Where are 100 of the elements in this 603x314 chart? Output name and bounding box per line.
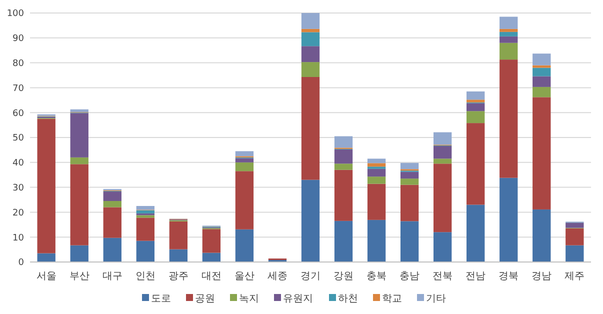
bar xyxy=(334,164,353,170)
y-tick-label: 70 xyxy=(12,84,24,94)
x-tick-label: 강원 xyxy=(334,271,354,282)
bar xyxy=(367,184,386,220)
bar xyxy=(532,65,551,68)
bar xyxy=(433,158,452,164)
bar xyxy=(500,42,518,60)
bar xyxy=(301,76,320,180)
y-tick-label: 100 xyxy=(6,9,24,20)
bar xyxy=(500,178,518,262)
legend-label: 유원지 xyxy=(283,294,313,304)
x-tick-label: 전북 xyxy=(432,271,453,282)
bar xyxy=(235,151,254,156)
bar xyxy=(466,111,485,124)
bar xyxy=(466,123,485,205)
bar xyxy=(367,220,386,262)
x-tick-label: 부산 xyxy=(69,271,90,282)
legend-label: 녹지 xyxy=(239,294,259,304)
bar xyxy=(400,221,419,262)
bar xyxy=(400,184,419,222)
bar xyxy=(70,245,88,262)
bar xyxy=(532,86,551,98)
y-tick-label: 60 xyxy=(12,108,24,119)
y-tick-label: 30 xyxy=(12,183,24,194)
bar xyxy=(466,103,485,112)
x-tick-label: 울산 xyxy=(234,271,254,282)
x-tick-label: 경북 xyxy=(498,271,519,282)
bar xyxy=(532,54,551,66)
bar xyxy=(37,253,56,262)
bar xyxy=(433,132,452,145)
bar xyxy=(532,209,551,262)
bar xyxy=(70,157,88,164)
bar xyxy=(334,136,353,148)
bar xyxy=(235,229,254,262)
bar xyxy=(500,36,518,43)
y-tick-label: 80 xyxy=(12,58,24,69)
bar xyxy=(301,62,320,77)
bar xyxy=(301,180,320,262)
bar xyxy=(103,238,122,262)
bar xyxy=(466,204,485,262)
bar xyxy=(466,100,485,102)
x-tick-label: 제주 xyxy=(564,271,585,282)
x-tick-label: 전남 xyxy=(466,271,486,282)
bar xyxy=(301,28,320,32)
x-tick-label: 대구 xyxy=(102,271,122,282)
x-tick-label: 대전 xyxy=(201,271,222,282)
bar xyxy=(400,162,419,170)
bar xyxy=(136,240,154,262)
y-tick-label: 10 xyxy=(12,233,24,244)
y-tick-label: 0 xyxy=(18,258,24,268)
bar xyxy=(70,113,88,158)
y-tick-label: 20 xyxy=(12,208,24,218)
bar xyxy=(532,76,551,87)
bar xyxy=(301,13,320,29)
x-tick-label: 충남 xyxy=(400,271,420,282)
bar xyxy=(466,91,485,100)
x-tick-label: 인천 xyxy=(135,271,156,282)
bar xyxy=(70,109,88,112)
bar xyxy=(136,215,154,218)
bar xyxy=(70,164,88,246)
bar xyxy=(433,146,452,159)
bar xyxy=(400,172,419,179)
bar xyxy=(433,164,452,232)
bar xyxy=(334,220,353,262)
x-tick-label: 경남 xyxy=(532,271,552,282)
bar xyxy=(301,46,320,62)
bar xyxy=(500,28,518,32)
bar xyxy=(566,245,584,262)
bar xyxy=(136,206,154,210)
bar xyxy=(169,249,188,262)
bar xyxy=(400,178,419,185)
bar xyxy=(532,68,551,76)
bar xyxy=(235,162,254,172)
bar xyxy=(566,222,584,228)
y-tick-label: 50 xyxy=(12,134,24,144)
legend-label: 기타 xyxy=(426,294,446,304)
x-tick-label: 세종 xyxy=(267,271,288,282)
bar xyxy=(334,149,353,164)
bar xyxy=(367,176,386,184)
bar xyxy=(37,118,56,254)
legend-label: 하천 xyxy=(338,294,358,304)
bar xyxy=(103,207,122,238)
bar xyxy=(301,32,320,46)
bar xyxy=(367,163,386,167)
bar xyxy=(202,229,221,253)
bar xyxy=(532,97,551,210)
bar xyxy=(136,218,154,241)
bar xyxy=(235,158,254,162)
y-tick-label: 40 xyxy=(12,158,24,169)
bar xyxy=(103,200,122,208)
legend-label: 도로 xyxy=(151,294,171,304)
x-tick-label: 서울 xyxy=(36,271,56,282)
x-tick-label: 경기 xyxy=(300,271,320,282)
bar xyxy=(103,192,122,201)
bar xyxy=(334,170,353,221)
bar xyxy=(566,228,584,246)
bar xyxy=(202,252,221,262)
bar xyxy=(500,32,518,36)
bar xyxy=(367,168,386,177)
x-tick-label: 광주 xyxy=(168,271,188,282)
